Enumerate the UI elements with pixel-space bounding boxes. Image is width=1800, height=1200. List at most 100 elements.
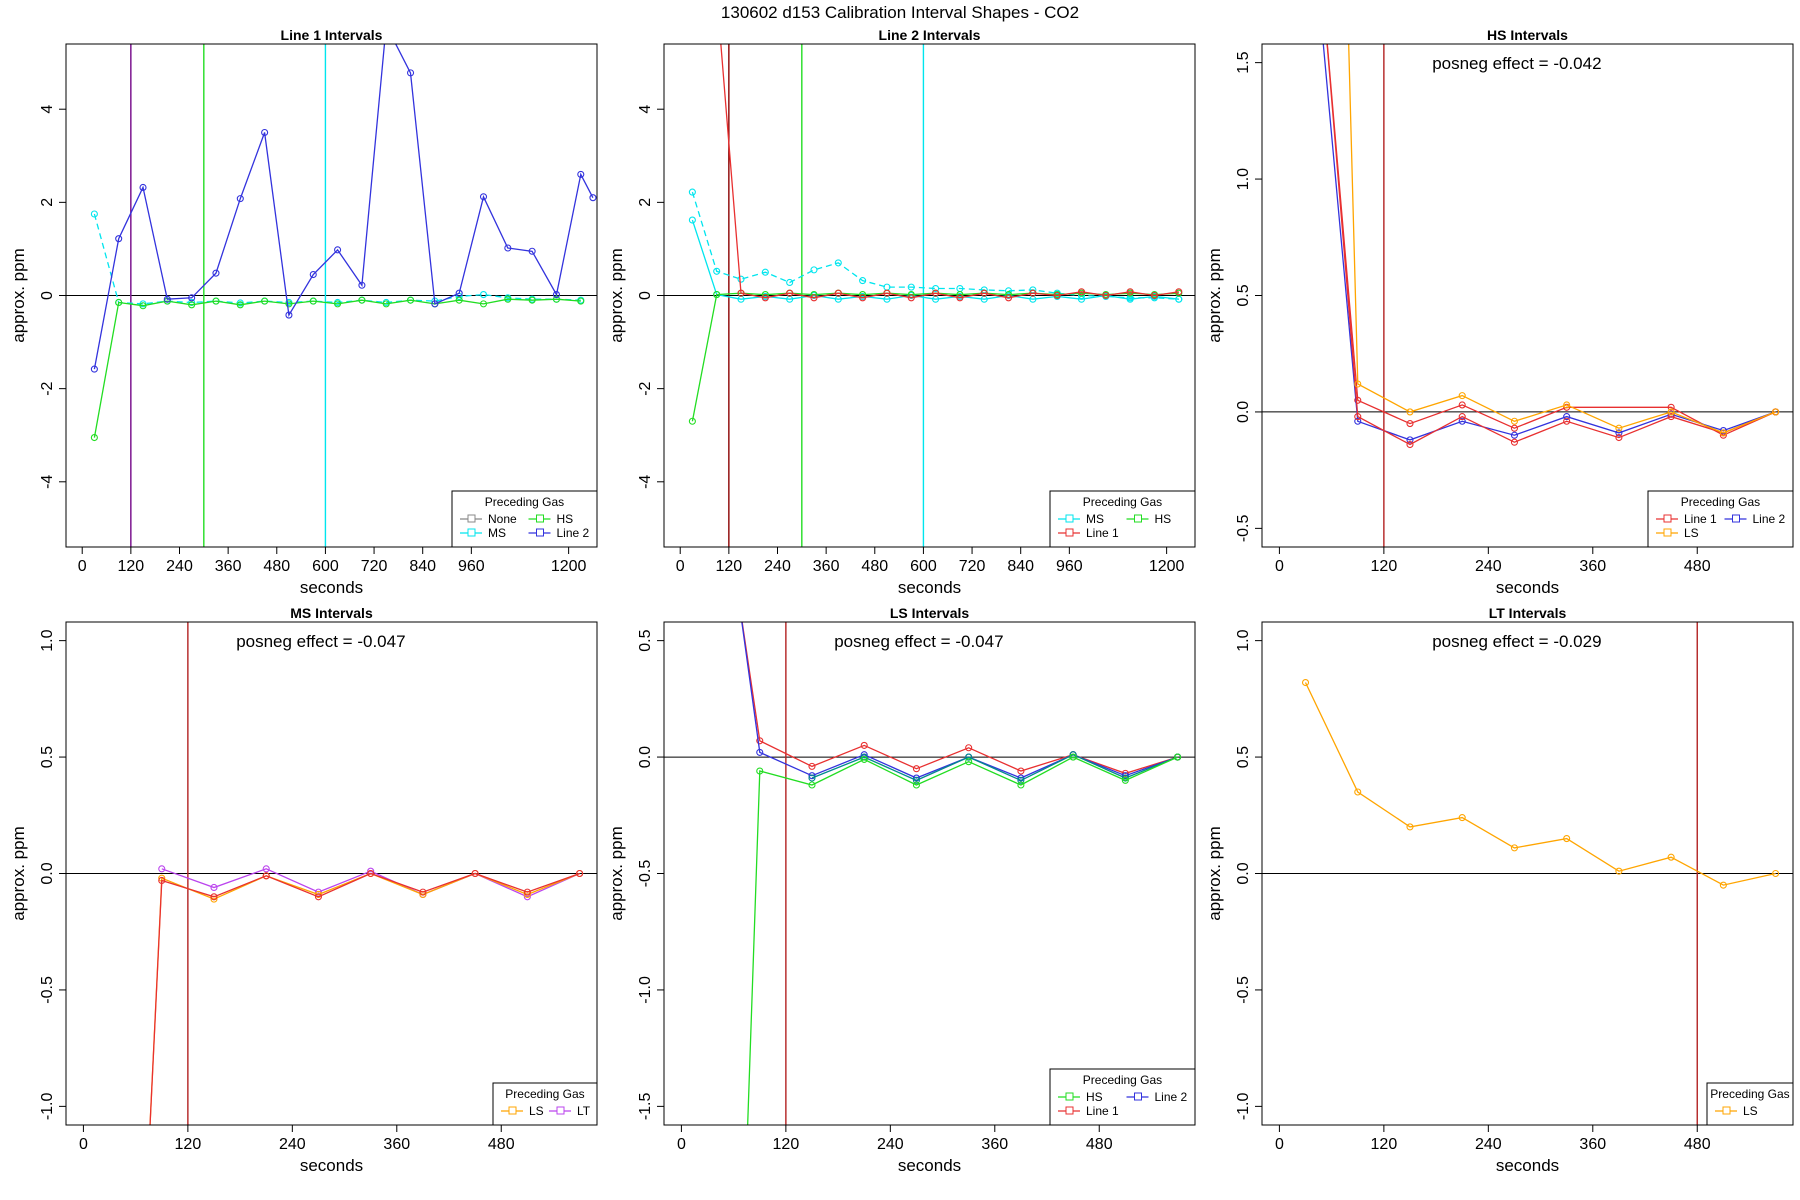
legend-label: MS [1086, 512, 1104, 526]
data-point [1615, 424, 1623, 432]
legend: Preceding Gas Line 1 Line 2 LS [1647, 490, 1794, 548]
legend: Preceding Gas LS LT [492, 1082, 598, 1126]
legend-swatch-marker [536, 514, 544, 523]
data-point [334, 300, 342, 308]
y-tick-label: 4 [39, 105, 56, 114]
y-axis-label: approx. ppm [9, 248, 28, 343]
data-point [577, 297, 585, 305]
data-point [1121, 776, 1129, 784]
series-line [161, 868, 580, 898]
y-axis-label: approx. ppm [607, 248, 626, 343]
legend-swatch-marker [508, 1106, 517, 1115]
data-point [1354, 380, 1362, 388]
data-point [912, 781, 920, 789]
legend-item: HS [528, 512, 573, 526]
data-point [115, 235, 123, 243]
data-point [1510, 431, 1518, 439]
data-point [756, 748, 764, 756]
legend: Preceding Gas HS Line 2 Line 1 [1049, 1068, 1196, 1126]
data-point [956, 294, 964, 302]
data-point [1406, 408, 1414, 416]
data-point [1772, 869, 1780, 878]
x-tick-label: 480 [1086, 1136, 1113, 1153]
series-line [691, 219, 1179, 300]
legend-title: Preceding Gas [505, 1087, 584, 1101]
annotation-text: posneg effect = -0.047 [834, 632, 1003, 651]
x-tick-label: 360 [383, 1136, 410, 1153]
data-point [907, 283, 915, 291]
x-tick-label: 480 [1684, 1136, 1711, 1153]
legend-item: LT [549, 1104, 591, 1118]
plot-frame [663, 621, 1196, 1126]
legend-swatch-marker [1065, 514, 1074, 523]
data-point [163, 295, 171, 303]
data-point [528, 296, 536, 304]
plot-frame [1261, 43, 1794, 548]
data-point [314, 893, 322, 901]
data-point [1017, 767, 1025, 775]
data-point [1069, 753, 1077, 761]
data-point [860, 741, 868, 749]
y-tick-label: -4 [39, 475, 56, 489]
data-point [834, 289, 842, 297]
y-axis-label: approx. ppm [1205, 826, 1224, 921]
data-point [552, 295, 561, 303]
legend-swatch-marker [1732, 514, 1740, 523]
x-tick-label: 0 [1275, 1136, 1284, 1153]
data-point [139, 183, 147, 191]
panel-title: HS Intervals [1487, 27, 1568, 43]
data-point [1150, 291, 1159, 300]
data-point [1772, 408, 1780, 416]
legend-item: None [460, 512, 517, 526]
data-point [1719, 881, 1727, 889]
data-point [1174, 753, 1182, 761]
data-point [965, 753, 973, 761]
plot-frame [65, 43, 598, 548]
data-point [965, 744, 973, 752]
legend-swatch-marker [467, 514, 476, 523]
data-point [1354, 396, 1362, 404]
x-axis-label: seconds [898, 1156, 961, 1175]
series-line [93, 44, 594, 370]
data-point [577, 170, 585, 178]
plot-area [66, 622, 597, 1125]
data-point [1004, 294, 1013, 302]
legend-swatch-marker [1134, 514, 1142, 523]
data-point [1458, 392, 1466, 400]
legend: Preceding Gas MS HS Line 1 [1049, 490, 1196, 548]
series-line [811, 753, 1178, 782]
data-point [479, 193, 488, 201]
data-point [1667, 408, 1675, 416]
data-point [1053, 291, 1061, 300]
legend-label: LS [529, 1104, 544, 1118]
legend-item: Line 1 [1058, 526, 1119, 540]
data-point [455, 296, 463, 304]
legend-item: Line 1 [1656, 512, 1717, 526]
panel-title: MS Intervals [290, 605, 373, 621]
legend-item: Line 2 [1724, 512, 1786, 526]
data-point [1017, 781, 1025, 789]
data-point [1406, 420, 1414, 428]
legend-label: MS [488, 526, 506, 540]
data-point [688, 417, 696, 425]
plot-frame [1261, 621, 1794, 1126]
y-tick-label: 1.0 [1235, 629, 1252, 651]
data-point [158, 865, 166, 873]
x-tick-label: 120 [1371, 558, 1398, 575]
x-tick-label: 240 [1475, 1136, 1502, 1153]
data-point [90, 434, 98, 442]
series-line [93, 298, 581, 438]
y-tick-label: -0.5 [1235, 514, 1252, 542]
x-tick-label: 240 [1475, 558, 1502, 575]
legend-item: MS [1058, 512, 1104, 526]
y-tick-label: 0 [637, 291, 654, 300]
data-point [406, 296, 415, 304]
legend-item: Line 2 [1126, 1090, 1188, 1104]
data-point [188, 301, 196, 309]
x-tick-label: 720 [361, 558, 388, 575]
data-point [158, 876, 166, 885]
legend-title: Preceding Gas [485, 495, 564, 509]
annotation-text: posneg effect = -0.042 [1432, 54, 1601, 73]
y-tick-label: 1.5 [1235, 51, 1252, 73]
data-point [980, 289, 988, 297]
